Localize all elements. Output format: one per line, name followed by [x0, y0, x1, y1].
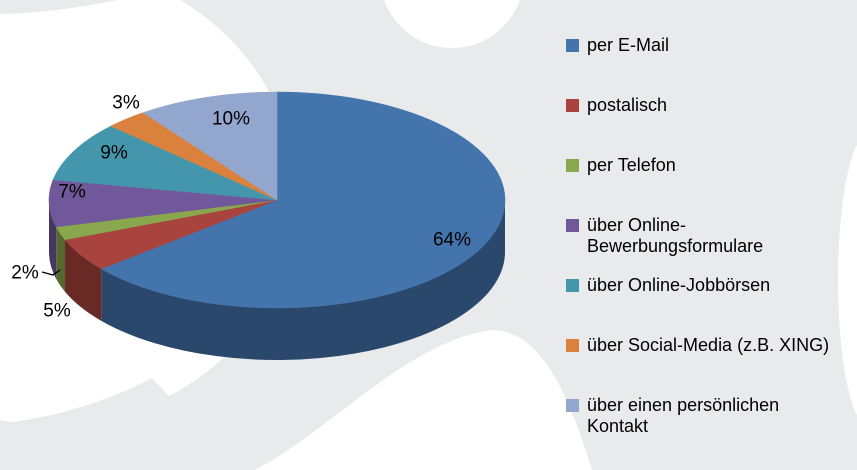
legend-item-per-telefon: per Telefon — [566, 155, 857, 176]
deco-white-circle-top — [384, 0, 520, 48]
data-label-per-e-mail: 64% — [433, 230, 471, 251]
pie-slice-per-e-mail — [100, 91, 506, 309]
legend-item-ber-social-media-z-b-xing: über Social-Media (z.B. XING) — [566, 335, 857, 356]
data-label-per-telefon: 2% — [11, 263, 39, 284]
deco-gray-swoosh-bottomleft — [0, 378, 248, 470]
deco-gray-strip-topleft — [0, 0, 118, 14]
data-label-postalisch: 5% — [43, 301, 71, 322]
pie-slice-side-per-e-mail — [101, 200, 505, 361]
legend-label: per E-Mail — [587, 35, 670, 55]
legend-swatch-per-e-mail — [566, 39, 579, 52]
data-label-ber-social-media-z-b-xing: 3% — [112, 93, 140, 114]
legend-label: über einen persönlichen Kontakt — [587, 395, 780, 436]
legend-label: über Online-Jobbörsen — [587, 275, 771, 295]
legend-label: per Telefon — [587, 155, 676, 175]
legend-item-ber-online-jobb-rsen: über Online-Jobbörsen — [566, 275, 857, 296]
legend-swatch-ber-einen-pers-nlichen-kontakt — [566, 399, 579, 412]
legend-item-ber-online-bewerbungsformulare: über Online- Bewerbungsformulare — [566, 215, 857, 257]
deco-white-sliver-right — [838, 145, 857, 415]
pie-slice-side-ber-online-bewerbungsformulare — [49, 200, 57, 279]
legend-swatch-ber-social-media-z-b-xing — [566, 339, 579, 352]
pie-slices — [48, 91, 506, 309]
legend-label: postalisch — [587, 95, 668, 115]
legend-swatch-ber-online-bewerbungsformulare — [566, 219, 579, 232]
label-leader-line-per-telefon — [41, 269, 61, 276]
legend-label: über Social-Media (z.B. XING) — [587, 335, 830, 355]
pie-slice-side-postalisch — [65, 239, 102, 321]
legend-item-per-e-mail: per E-Mail — [566, 35, 857, 56]
pie-slice-ber-online-jobb-rsen — [52, 125, 278, 201]
data-label-ber-einen-pers-nlichen-kontakt: 10% — [212, 109, 250, 130]
legend-swatch-ber-online-jobb-rsen — [566, 279, 579, 292]
pie-slice-side-per-telefon — [56, 226, 66, 292]
data-label-ber-online-bewerbungsformulare: 7% — [58, 182, 86, 203]
legend-item-ber-einen-pers-nlichen-kontakt: über einen persönlichen Kontakt — [566, 395, 857, 437]
pie-data-labels: 64% 5%2% 7% 9% 3% 10% — [11, 93, 471, 322]
legend-swatch-per-telefon — [566, 159, 579, 172]
legend-item-postalisch: postalisch — [566, 95, 857, 116]
deco-white-swoosh-bottom — [255, 330, 592, 470]
legend-label: über Online- Bewerbungsformulare — [587, 215, 764, 256]
legend-swatch-postalisch — [566, 99, 579, 112]
data-label-ber-online-jobb-rsen: 9% — [100, 143, 128, 164]
pie-slice-ber-einen-pers-nlichen-kontakt — [142, 91, 278, 201]
chart-legend: per E-Mail postalisch per Telefon über Onli… — [566, 0, 857, 470]
pie-3d-sides — [49, 200, 505, 361]
